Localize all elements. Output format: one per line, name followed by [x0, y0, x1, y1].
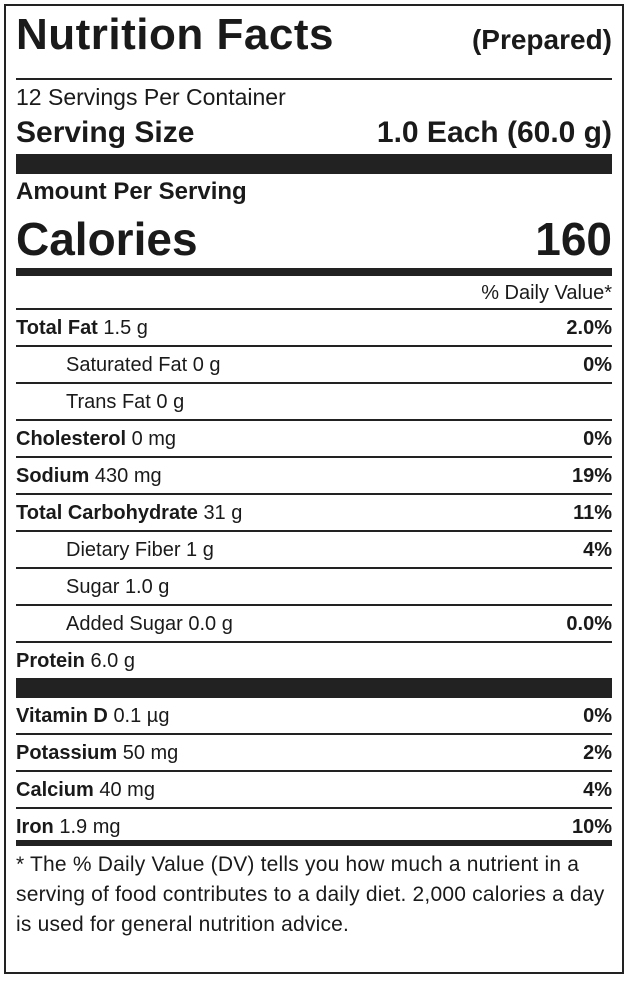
- nutrient-row: Potassium 50 mg 2%: [16, 735, 612, 772]
- divider: [16, 154, 612, 174]
- nutrient-amount: 0 g: [192, 354, 221, 376]
- daily-value: 2.0%: [566, 317, 612, 339]
- nutrient: Saturated Fat 0 g: [16, 347, 221, 382]
- nutrient-name: Total Fat: [16, 317, 98, 339]
- nutrient: Iron 1.9 mg: [16, 809, 121, 840]
- nutrient-amount: 0.0 g: [188, 613, 233, 635]
- nutrient-amount: 31 g: [203, 502, 243, 524]
- nutrient: Trans Fat 0 g: [16, 384, 184, 419]
- serving-size: Serving Size 1.0 Each (60.0 g): [16, 116, 612, 154]
- nutrient-amount: 6.0 g: [90, 650, 135, 672]
- nutrient: Sugar 1.0 g: [16, 569, 169, 604]
- nutrient-name: Trans Fat: [66, 391, 151, 413]
- daily-value-header: % Daily Value*: [16, 276, 612, 310]
- nutrient-row: Total Fat 1.5 g 2.0%: [16, 310, 612, 347]
- nutrient-row: Calcium 40 mg 4%: [16, 772, 612, 809]
- daily-value: 2%: [583, 742, 612, 764]
- nutrient: Total Carbohydrate 31 g: [16, 495, 242, 530]
- nutrient-row: Trans Fat 0 g: [16, 384, 612, 421]
- nutrient: Calcium 40 mg: [16, 772, 155, 807]
- nutrient-name: Iron: [16, 816, 54, 838]
- subtitle: (Prepared): [471, 24, 612, 55]
- nutrient-name: Potassium: [16, 742, 118, 764]
- nutrient: Total Fat 1.5 g: [16, 310, 148, 345]
- nutrient-name: Protein: [16, 650, 85, 672]
- nutrient-name: Dietary Fiber: [66, 539, 181, 561]
- nutrient-amount: 50 mg: [122, 742, 179, 764]
- nutrient: Protein 6.0 g: [16, 643, 135, 678]
- daily-value: 19%: [571, 465, 612, 487]
- daily-value: 10%: [571, 816, 612, 838]
- nutrient-name: Cholesterol: [16, 428, 127, 450]
- nutrient-row: Sugar 1.0 g: [16, 569, 612, 606]
- nutrient-name: Sodium: [16, 465, 90, 487]
- footnote: * The % Daily Value (DV) tells you how m…: [16, 853, 605, 936]
- calories-value: 160: [535, 213, 612, 265]
- serving-size-value: 1.0 Each (60.0 g): [376, 116, 612, 149]
- calories: Calories 160: [16, 212, 612, 276]
- amount-per-serving: Amount Per Serving: [16, 178, 247, 205]
- daily-value: 0%: [583, 428, 612, 450]
- nutrient-row: Dietary Fiber 1 g 4%: [16, 532, 612, 569]
- nutrient-row: Sodium 430 mg 19%: [16, 458, 612, 495]
- daily-value: 4%: [583, 779, 612, 801]
- nutrient-name: Calcium: [16, 779, 94, 801]
- nutrient: Dietary Fiber 1 g: [16, 532, 214, 567]
- daily-value: 0.0%: [566, 613, 612, 635]
- title: Nutrition Facts: [16, 10, 334, 59]
- nutrient-amount: 1.9 mg: [59, 816, 121, 838]
- nutrient-name: Vitamin D: [16, 705, 108, 727]
- nutrient: Sodium 430 mg: [16, 458, 162, 493]
- nutrient-row: Added Sugar 0.0 g 0.0%: [16, 606, 612, 643]
- nutrient-name: Added Sugar: [66, 613, 183, 635]
- nutrition-label: Nutrition Facts (Prepared) 12 Servings P…: [4, 4, 624, 974]
- nutrient-row: Total Carbohydrate 31 g 11%: [16, 495, 612, 532]
- nutrient-amount: 0 mg: [131, 428, 177, 450]
- daily-value: 0%: [583, 354, 612, 376]
- nutrient: Vitamin D 0.1 µg: [16, 698, 169, 733]
- nutrient-amount: 430 mg: [94, 465, 162, 487]
- nutrient: Cholesterol 0 mg: [16, 421, 176, 456]
- nutrient-row: Cholesterol 0 mg 0%: [16, 421, 612, 458]
- serving-size-label: Serving Size: [16, 116, 195, 149]
- daily-value: 4%: [583, 539, 612, 561]
- nutrient-amount: 0.1 µg: [113, 705, 170, 727]
- calories-label: Calories: [16, 213, 198, 265]
- vitamin-rows: Vitamin D 0.1 µg 0% Potassium 50 mg 2% Calci…: [16, 698, 612, 846]
- nutrient-name: Total Carbohydrate: [16, 502, 198, 524]
- nutrient-rows: Total Fat 1.5 g 2.0% Saturated Fat 0 g 0% Tr…: [16, 310, 612, 678]
- nutrient-name: Sugar: [66, 576, 120, 598]
- daily-value: 11%: [573, 502, 612, 524]
- servings: 12 Servings Per Container: [16, 84, 286, 110]
- nutrient-row: Protein 6.0 g: [16, 643, 612, 678]
- nutrient: Added Sugar 0.0 g: [16, 606, 233, 641]
- nutrient-amount: 40 mg: [99, 779, 155, 801]
- nutrient-amount: 1 g: [186, 539, 214, 561]
- divider: [16, 678, 612, 698]
- nutrient-amount: 1.5 g: [103, 317, 148, 339]
- nutrient-row: Saturated Fat 0 g 0%: [16, 347, 612, 384]
- title-row: Nutrition Facts (Prepared): [16, 10, 612, 80]
- nutrient: Potassium 50 mg: [16, 735, 178, 770]
- nutrient-amount: 0 g: [156, 391, 185, 413]
- nutrient-row: Iron 1.9 mg 10%: [16, 809, 612, 846]
- nutrient-amount: 1.0 g: [124, 576, 170, 598]
- nutrient-row: Vitamin D 0.1 µg 0%: [16, 698, 612, 735]
- nutrient-name: Saturated Fat: [66, 354, 188, 376]
- daily-value: 0%: [583, 705, 612, 727]
